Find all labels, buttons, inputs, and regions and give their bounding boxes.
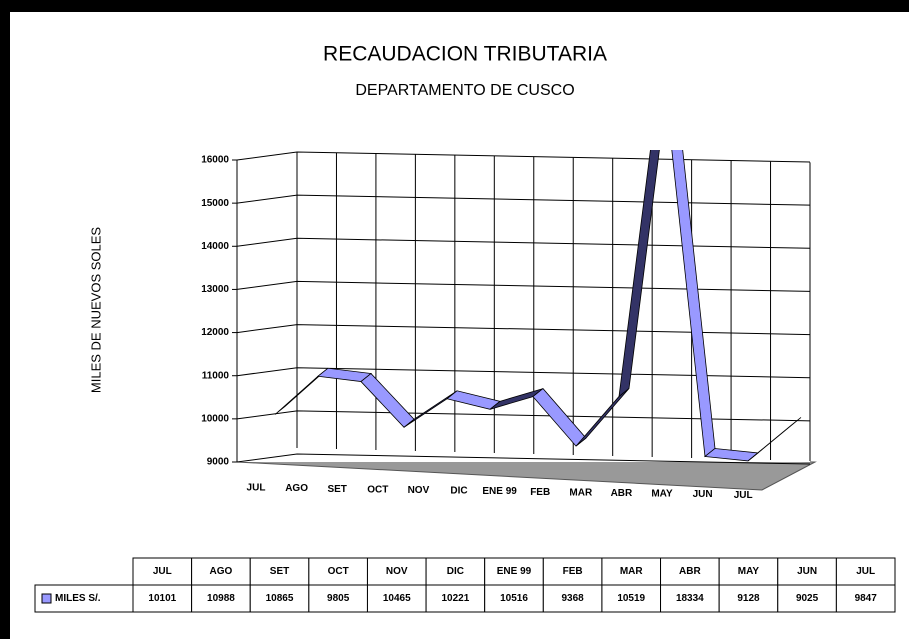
table-value-cell — [366, 584, 427, 613]
table-header: JUL — [856, 566, 875, 577]
table-header: DIC — [447, 566, 464, 577]
table-header: OCT — [328, 566, 349, 577]
x-tick-label: JUL — [247, 483, 266, 494]
table-header: MAR — [620, 566, 644, 577]
x-tick-label: OCT — [367, 484, 388, 495]
table-header-cell — [542, 557, 603, 586]
table-value-cell — [425, 584, 486, 613]
x-tick-label: ABR — [611, 488, 633, 499]
table-header-cell — [366, 557, 427, 586]
table-value-cell — [484, 584, 544, 613]
frame-top — [0, 0, 909, 12]
x-tick-label: JUL — [734, 490, 753, 501]
table-value-cell — [249, 584, 310, 613]
table-header: ENE 99 — [497, 566, 532, 577]
table-header-cell — [132, 557, 193, 586]
table-header: SET — [270, 566, 289, 577]
legend-swatch — [41, 593, 52, 604]
table-value: 9805 — [327, 593, 350, 604]
y-axis-label: MILES DE NUEVOS SOLES — [88, 227, 103, 393]
table-value: 10221 — [441, 593, 469, 604]
table-value: 10988 — [207, 593, 235, 604]
ribbon-segment — [747, 417, 802, 462]
table-header-cell — [835, 557, 896, 586]
frame-left — [0, 0, 10, 639]
table-header-cell — [308, 557, 368, 586]
table-value-cell — [660, 584, 720, 613]
table-header: ABR — [679, 566, 701, 577]
grid-line — [236, 453, 811, 465]
table-value: 10519 — [617, 593, 645, 604]
grid-line — [236, 151, 811, 163]
table-value-cell — [308, 584, 368, 613]
table-header: JUN — [797, 566, 817, 577]
chart-title: RECAUDACION TRIBUTARIA — [323, 43, 607, 66]
table-header: AGO — [210, 566, 233, 577]
grid-line — [236, 194, 811, 206]
table-value: 10516 — [500, 593, 528, 604]
x-tick-label: FEB — [530, 487, 550, 498]
y-tick-label: 16000 — [201, 155, 229, 166]
table-header-cell — [777, 557, 837, 586]
table-value: 18334 — [676, 593, 704, 604]
table-value-cell — [601, 584, 662, 613]
legend-label: MILES S/. — [55, 593, 101, 604]
x-tick-label: ENE 99 — [482, 486, 517, 497]
table-header: JUL — [153, 566, 172, 577]
y-tick-label: 14000 — [201, 241, 229, 252]
table-header-cell — [601, 557, 662, 586]
y-tick-label: 11000 — [202, 370, 230, 381]
x-tick-label: MAY — [651, 489, 673, 500]
chart-subtitle: DEPARTAMENTO DE CUSCO — [355, 82, 574, 99]
x-tick-label: NOV — [408, 485, 430, 496]
table-header: FEB — [563, 566, 583, 577]
table-value-cell — [835, 584, 896, 613]
table-header: NOV — [386, 566, 408, 577]
table-value: 9368 — [561, 593, 584, 604]
table-header-cell — [191, 557, 251, 586]
table-value-cell — [132, 584, 193, 613]
y-tick-label: 15000 — [201, 198, 229, 209]
x-tick-label: SET — [327, 484, 346, 495]
table-value: 9025 — [796, 593, 819, 604]
table-value-cell — [191, 584, 251, 613]
x-tick-label: AGO — [285, 483, 308, 494]
y-tick-label: 9000 — [207, 457, 230, 468]
x-tick-label: DIC — [450, 486, 467, 497]
y-tick-label: 13000 — [201, 284, 229, 295]
y-tick-label: 12000 — [201, 327, 229, 338]
table-value: 10865 — [266, 593, 294, 604]
ribbon-segment — [618, 150, 660, 398]
table-header-cell — [425, 557, 486, 586]
table-header-cell — [249, 557, 310, 586]
x-tick-label: MAR — [569, 487, 593, 498]
table-value: 10465 — [383, 593, 411, 604]
table-value: 9847 — [855, 593, 878, 604]
x-tick-label: JUN — [693, 489, 713, 500]
table-value: 10101 — [148, 593, 176, 604]
table-value-cell — [718, 584, 779, 613]
grid-line — [236, 324, 811, 336]
table-value-cell — [777, 584, 837, 613]
grid-line — [236, 410, 811, 422]
grid-line — [236, 367, 811, 379]
y-tick-label: 10000 — [201, 413, 229, 424]
table-header: MAY — [738, 566, 760, 577]
table-value: 9128 — [737, 593, 760, 604]
